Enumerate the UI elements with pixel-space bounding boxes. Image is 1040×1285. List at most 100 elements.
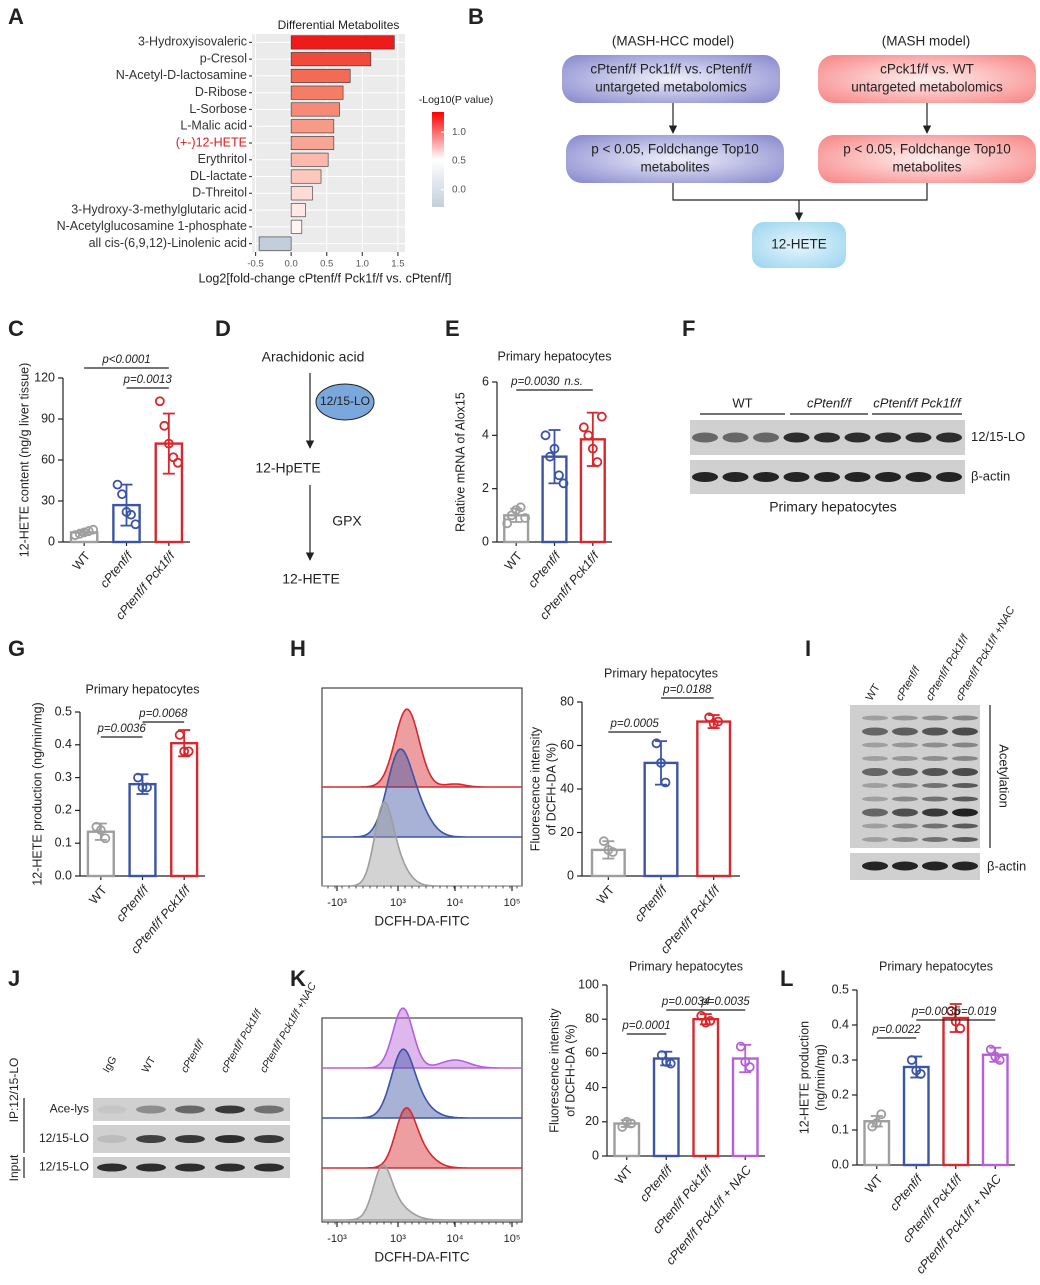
y-axis-label: 12-HETE content (ng/g liver tissue) <box>17 363 31 558</box>
bar <box>290 119 335 134</box>
y-tick-label: 20 <box>560 825 574 839</box>
histogram-frame <box>321 1017 523 1223</box>
x-tick-label: 10⁵ <box>504 897 521 909</box>
bar <box>731 1057 759 1158</box>
blot-band <box>922 727 948 736</box>
significance-label: p=0.0035 <box>911 1006 961 1018</box>
row-label: 12/15-LO <box>39 1131 89 1145</box>
data-point <box>607 847 618 857</box>
blot-band <box>892 808 918 817</box>
x-tick-label: WT <box>70 549 93 573</box>
data-point <box>592 457 603 467</box>
data-point <box>100 833 111 844</box>
group-label: cPtenf/f Pck1f/f <box>873 395 962 410</box>
data-point <box>172 457 183 468</box>
x-tick-label: WT <box>594 883 617 907</box>
blot-band <box>862 756 888 761</box>
x-tick-label: 10³ <box>390 1233 406 1245</box>
data-point <box>955 1023 966 1034</box>
lane-label: IgG <box>101 1054 120 1075</box>
data-point <box>946 1006 957 1016</box>
blot-band <box>97 1105 127 1114</box>
category-label: DL-lactate <box>190 169 247 183</box>
y-tick-label: 0.1 <box>832 1122 849 1136</box>
blot-band <box>952 796 978 802</box>
flow-box-text: p < 0.05, Foldchange Top10 <box>843 142 1011 157</box>
ip-label: IP:12/15-LO <box>7 1058 21 1123</box>
blot-band <box>862 715 888 721</box>
blot-band <box>175 1105 205 1114</box>
x-tick-label: cPtenf/f <box>525 548 564 591</box>
blot-band <box>862 837 888 842</box>
pathway-step: Arachidonic acid <box>262 349 365 365</box>
bar <box>258 236 292 251</box>
blot-band <box>892 783 918 788</box>
y-tick-label: 0.0 <box>55 868 72 882</box>
data-point <box>545 451 555 462</box>
blot-band <box>862 808 888 817</box>
data-point <box>587 443 598 454</box>
panel-letter: D <box>215 316 231 341</box>
lane-label: cPtenf/f Pck1f/f +NAC <box>954 605 1018 703</box>
y-tick-label: 0 <box>592 1148 599 1162</box>
blot-band <box>215 1163 245 1172</box>
colorbar-title: -Log10(P value) <box>419 94 494 106</box>
data-point <box>578 422 589 433</box>
category-label: L-Malic acid <box>180 119 247 133</box>
data-point <box>163 438 174 449</box>
blot-band <box>722 472 749 482</box>
x-tick-label: WT <box>862 1172 885 1196</box>
x-tick-label: -10³ <box>327 1233 347 1245</box>
bar <box>290 68 351 83</box>
panel-letter: A <box>8 4 24 29</box>
y-tick-label: 0.0 <box>832 1157 849 1171</box>
blot-band <box>862 861 888 871</box>
significance-label: p=0.0013 <box>123 374 173 386</box>
y-tick-label: 120 <box>34 370 55 384</box>
x-tick-label: WT <box>502 549 525 573</box>
blot-band <box>814 432 840 443</box>
category-label: p-Cresol <box>200 51 247 65</box>
significance-label: p=0.0022 <box>871 1024 921 1036</box>
lane-label: cPtenf/f Pck1f/f +NAC <box>258 980 320 1075</box>
data-point <box>915 1069 926 1079</box>
blot-band <box>254 1163 284 1172</box>
colorbar-tick-label: 0.0 <box>452 184 466 195</box>
blot-band <box>215 1105 245 1114</box>
x-tick-label: 10⁴ <box>447 897 464 909</box>
blot-band <box>952 861 978 871</box>
data-point <box>598 836 609 847</box>
data-point <box>174 730 185 740</box>
data-point <box>70 530 81 541</box>
blot-band <box>814 472 840 482</box>
flow-box-text: metabolites <box>892 160 961 175</box>
panel-letter: H <box>290 636 306 661</box>
panel-letter: C <box>8 316 24 341</box>
panel-letter: E <box>445 316 460 341</box>
data-point <box>179 746 190 757</box>
y-tick-label: 60 <box>41 452 55 466</box>
x-tick-label: cPtenf/f <box>632 882 671 925</box>
blot-band <box>952 756 978 761</box>
blot-band <box>952 837 978 842</box>
flow-box-text: untargeted metabolomics <box>595 80 747 95</box>
data-point <box>112 479 123 490</box>
blot-band <box>922 808 948 817</box>
histogram-curve <box>322 1048 522 1119</box>
blot-band <box>922 796 948 802</box>
data-point <box>735 1041 746 1052</box>
blot-band <box>844 432 871 443</box>
blot-band <box>892 768 918 776</box>
category-label: (+-)12-HETE <box>176 135 247 149</box>
significance-label: p=0.0005 <box>610 718 660 730</box>
y-axis-label: Relative mRNA of Alox15 <box>453 392 467 532</box>
y-tick-label: 80 <box>560 694 574 708</box>
bar <box>290 135 335 151</box>
result-box <box>752 222 846 268</box>
bar <box>290 219 303 234</box>
blot-band <box>175 1163 205 1172</box>
y-tick-label: 0.3 <box>832 1052 849 1066</box>
y-axis-label: 12-HETE production (ng/min/mg) <box>30 702 44 885</box>
blot-band <box>922 861 948 871</box>
bar <box>942 1016 970 1167</box>
